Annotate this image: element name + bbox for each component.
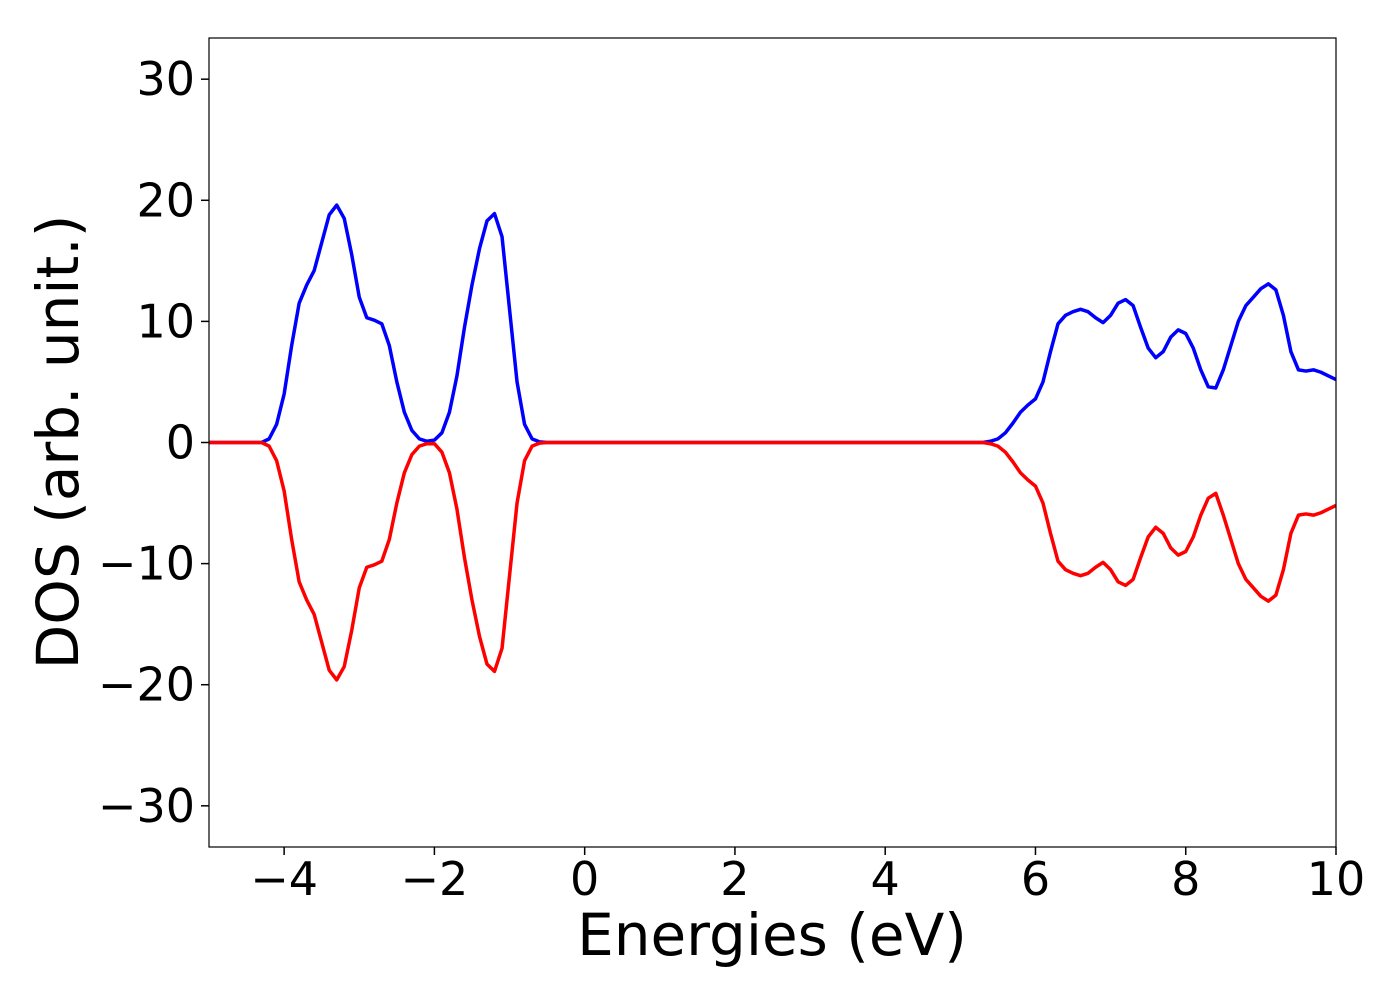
x-tick-label: 6 bbox=[1021, 852, 1050, 906]
x-tick-label: 10 bbox=[1307, 852, 1366, 906]
dos-line bbox=[209, 440, 1336, 682]
plot-frame bbox=[208, 37, 1337, 848]
x-tick-label: 2 bbox=[720, 852, 749, 906]
dos-line bbox=[209, 203, 1336, 445]
y-tick-label: −20 bbox=[98, 658, 195, 712]
x-tick-label: 8 bbox=[1171, 852, 1200, 906]
y-tick-label: 30 bbox=[136, 52, 195, 106]
y-tick-label: 0 bbox=[166, 416, 195, 470]
x-tick-label: 4 bbox=[871, 852, 900, 906]
y-tick-label: 20 bbox=[136, 173, 195, 227]
x-tick-label: −4 bbox=[250, 852, 318, 906]
y-tick-label: −10 bbox=[98, 537, 195, 591]
x-tick-label: −2 bbox=[400, 852, 468, 906]
x-axis-label: Energies (eV) bbox=[577, 901, 967, 969]
x-tick-label: 0 bbox=[570, 852, 599, 906]
y-tick-label: 10 bbox=[136, 294, 195, 348]
y-axis-label: DOS (arb. unit.) bbox=[24, 215, 92, 670]
y-tick-label: −30 bbox=[98, 779, 195, 833]
